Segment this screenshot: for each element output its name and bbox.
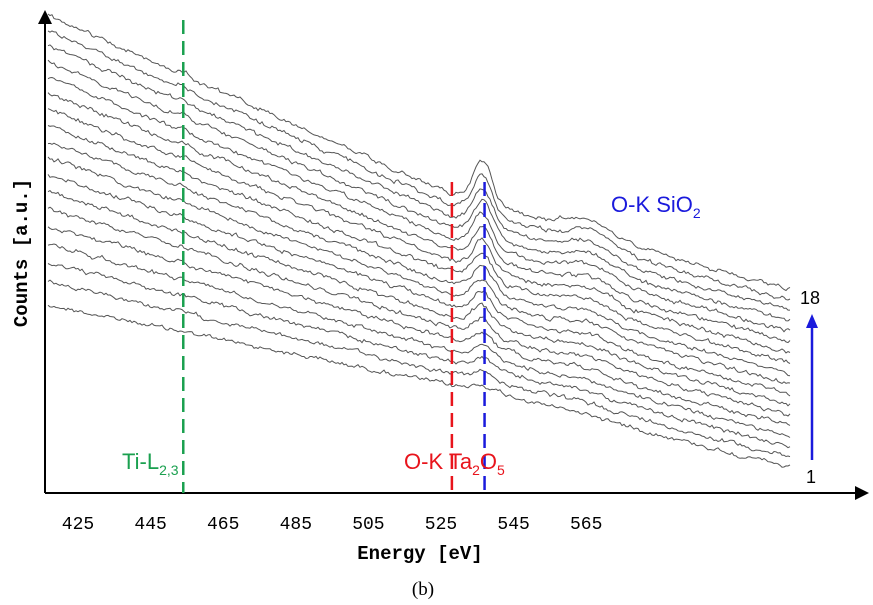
spectrum-line-3 [47,263,791,449]
y-axis-label: Counts [a.u.] [11,179,33,327]
spectrum-line-18 [47,13,791,292]
spectrum-line-1 [47,304,791,468]
spectrum-line-7 [47,189,791,407]
x-tick-label: 445 [134,515,166,535]
spectrum-line-5 [47,226,791,426]
x-tick-label: 525 [425,515,457,535]
spectra-group [47,13,791,468]
spectrum-line-2 [47,279,791,458]
x-tick-labels: 425 445 465 485 505 525 545 565 [62,515,603,535]
x-tick-label: 465 [207,515,239,535]
marker-label-sio2: O-K SiO2 [611,192,701,221]
x-axis-arrow-icon [855,486,869,500]
marker-lines [182,20,486,493]
spectrum-line-13 [47,92,791,344]
spectrum-line-16 [47,44,790,311]
spectrum-line-6 [47,206,791,417]
marker-label-ti: Ti-L2,3 [122,449,179,478]
series-label-top: 18 [800,288,820,308]
spectrum-line-11 [47,125,791,364]
spectrum-line-8 [47,174,791,397]
spectrum-line-9 [47,156,791,384]
spectrum-line-14 [47,76,791,333]
x-tick-label: 485 [280,515,312,535]
x-axis-label: Energy [eV] [357,543,482,565]
series-order-arrow-head-icon [806,314,818,328]
spectrum-line-17 [47,30,791,301]
x-tick-label: 545 [497,515,529,535]
x-tick-label: 425 [62,515,94,535]
spectrum-line-10 [47,142,791,377]
spectrum-line-12 [47,108,791,354]
x-tick-label: 565 [570,515,602,535]
x-tick-label: 505 [352,515,384,535]
figure-caption: (b) [412,579,434,600]
series-label-bottom: 1 [806,467,816,487]
spectrum-line-4 [47,243,791,438]
marker-label-ta2o5: O-K Ta2O5 [404,449,505,478]
spectrum-line-15 [47,59,791,322]
y-axis-arrow-icon [38,10,52,24]
